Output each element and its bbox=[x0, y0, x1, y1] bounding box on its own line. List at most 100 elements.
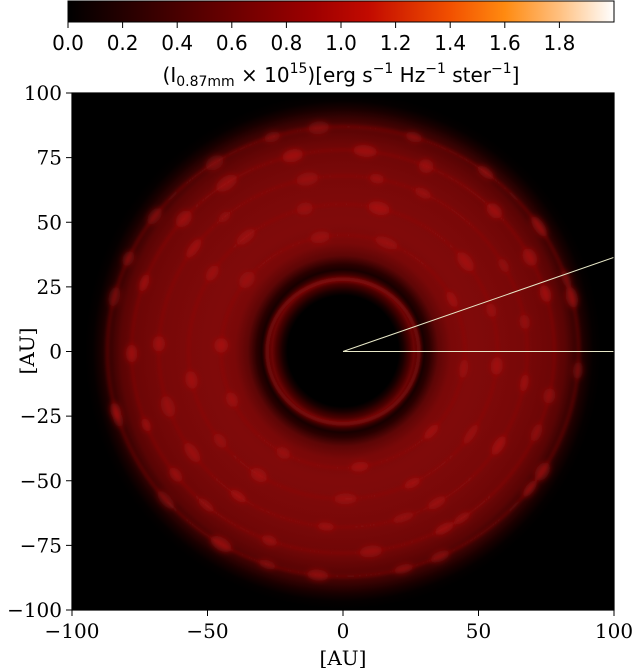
annotation-lines bbox=[342, 256, 614, 352]
disk-clump bbox=[520, 373, 529, 392]
colorbar-label-sup4: −1 bbox=[491, 61, 512, 77]
y-tick-label: −50 bbox=[20, 469, 62, 493]
x-axis-label: [AU] bbox=[320, 646, 367, 670]
x-tick-label: 100 bbox=[595, 619, 633, 643]
y-tick-label: 0 bbox=[49, 340, 62, 364]
disk-clump bbox=[239, 271, 255, 289]
disk-clump bbox=[543, 388, 556, 404]
disk-clump bbox=[446, 291, 458, 308]
disk-clump bbox=[405, 131, 423, 143]
disk-clump bbox=[264, 131, 281, 143]
y-tick-label: 75 bbox=[37, 146, 62, 170]
disk-clump bbox=[539, 284, 552, 303]
colorbar-label-sup2: −1 bbox=[373, 61, 394, 77]
disk-clump bbox=[205, 155, 224, 171]
disk-clump bbox=[486, 202, 503, 219]
disk-clump bbox=[418, 159, 434, 174]
disk-clump bbox=[197, 497, 214, 513]
disk-clump bbox=[572, 361, 583, 380]
y-tick-label: 100 bbox=[24, 81, 62, 105]
disk-clump bbox=[186, 238, 202, 258]
disk-clump bbox=[258, 559, 276, 570]
colorbar-label-mid4: ster bbox=[446, 63, 492, 87]
y-tick-label: −25 bbox=[20, 404, 62, 428]
disk-clump bbox=[317, 522, 335, 531]
colorbar-label-sub: 0.87mm bbox=[176, 74, 234, 90]
x-tick-label: −50 bbox=[186, 619, 228, 643]
y-axis-ticks: 100 75 50 25 0 −25 −50 −75 −100 bbox=[7, 81, 72, 622]
disk-clump bbox=[160, 395, 176, 418]
colorbar-tick-label: 1.0 bbox=[325, 31, 357, 55]
disk-clump bbox=[369, 173, 385, 184]
colorbar-ticks: 0.0 0.2 0.4 0.6 0.8 1.0 1.2 1.4 1.6 1.8 bbox=[52, 22, 575, 55]
disk-clump bbox=[169, 467, 183, 482]
disk-clump bbox=[210, 535, 232, 553]
colorbar-label-sup3: −1 bbox=[425, 61, 446, 77]
disk-clump bbox=[185, 370, 198, 389]
disk-clump bbox=[392, 512, 415, 524]
disk-clump bbox=[350, 461, 369, 472]
colorbar-tick-label: 0.2 bbox=[107, 31, 139, 55]
disk-clump bbox=[394, 563, 414, 574]
colorbar-tick-label: 0.0 bbox=[52, 31, 84, 55]
disk-clump bbox=[427, 496, 446, 510]
disk-clump bbox=[218, 211, 231, 223]
disk-clump bbox=[430, 550, 450, 563]
disk-clump bbox=[368, 201, 390, 216]
disk-clump bbox=[108, 286, 121, 307]
disk-clump bbox=[126, 344, 138, 363]
disk-clump bbox=[141, 418, 151, 432]
disk-clump bbox=[414, 187, 432, 199]
disk-clump bbox=[184, 442, 201, 463]
disk-clump bbox=[459, 358, 469, 379]
heatmap-image bbox=[72, 93, 614, 610]
disk-clump bbox=[236, 228, 256, 246]
disk-clump bbox=[477, 165, 494, 180]
disk-clump bbox=[359, 545, 383, 558]
colorbar-gradient bbox=[67, 0, 615, 23]
colorbar-tick-label: 1.2 bbox=[380, 31, 412, 55]
x-tick-label: 50 bbox=[466, 619, 491, 643]
colorbar-tick-label: 1.8 bbox=[543, 31, 575, 55]
disk-clump bbox=[276, 446, 291, 459]
y-tick-label: 25 bbox=[37, 275, 62, 299]
colorbar-tick-label: 0.4 bbox=[161, 31, 193, 55]
disk-clump bbox=[230, 489, 247, 503]
disk-clump bbox=[531, 216, 547, 237]
disk-clump bbox=[534, 462, 550, 481]
disk-clump bbox=[424, 424, 439, 440]
colorbar-tick-label: 0.8 bbox=[270, 31, 302, 55]
colorbar-label-prefix: (I bbox=[163, 63, 177, 87]
disk-clump bbox=[334, 493, 357, 505]
disk-clump bbox=[308, 121, 330, 135]
disk-clump bbox=[261, 535, 278, 546]
disk-clump bbox=[522, 248, 538, 266]
disk-clump bbox=[157, 490, 175, 510]
disk-clump bbox=[175, 210, 192, 228]
disk-clump bbox=[519, 314, 530, 330]
disk-clump bbox=[205, 265, 219, 281]
disk-clump bbox=[147, 207, 163, 225]
annotation-line bbox=[342, 256, 614, 352]
colorbar-label-mid: × 10 bbox=[235, 63, 290, 87]
disk-clump bbox=[213, 433, 227, 448]
disk-clump bbox=[530, 423, 543, 442]
colorbar-tick-label: 1.6 bbox=[489, 31, 521, 55]
y-tick-label: 50 bbox=[37, 210, 62, 234]
x-tick-label: −100 bbox=[45, 619, 100, 643]
disk-clump bbox=[250, 467, 268, 483]
disk-clump bbox=[296, 172, 319, 186]
colorbar-label-mid3: Hz bbox=[393, 63, 425, 87]
disk-clump bbox=[307, 569, 329, 581]
colorbar-label-sup1: 15 bbox=[290, 61, 308, 77]
disk-clump bbox=[296, 202, 313, 216]
disk-clump bbox=[139, 274, 150, 292]
disk-clump bbox=[375, 236, 398, 250]
colorbar: 0.0 0.2 0.4 0.6 0.8 1.0 1.2 1.4 1.6 1.8 (I0.87mm … bbox=[52, 0, 615, 90]
disk-clump bbox=[122, 251, 135, 266]
disk-clump bbox=[453, 511, 471, 525]
disk-clump bbox=[110, 402, 122, 420]
colorbar-label-mid2: )[erg s bbox=[307, 63, 372, 87]
disk-clump bbox=[282, 148, 304, 163]
